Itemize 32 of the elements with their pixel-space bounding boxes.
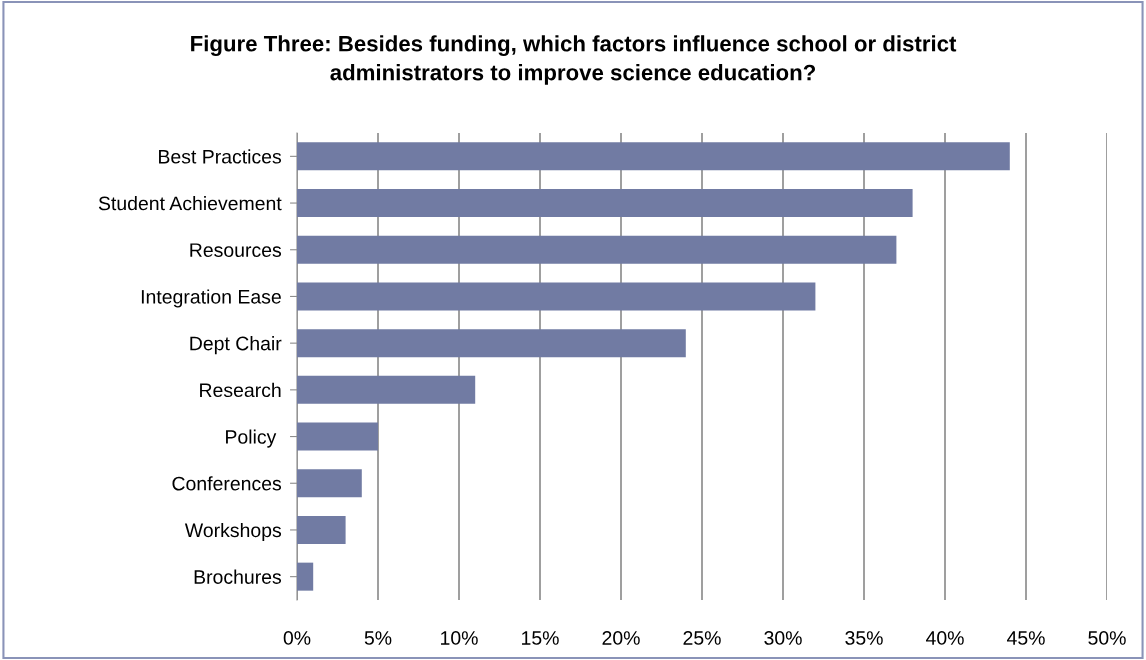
x-tick-label: 5% bbox=[364, 631, 392, 645]
y-tick-label: Research bbox=[200, 382, 281, 398]
y-tick-label: Conferences bbox=[172, 476, 282, 491]
y-tick-label: Integration Ease bbox=[141, 289, 281, 308]
bar bbox=[297, 142, 1010, 171]
bar bbox=[297, 469, 362, 498]
bar bbox=[297, 282, 816, 311]
bar bbox=[297, 329, 686, 358]
x-tick-label: 25% bbox=[683, 631, 721, 645]
x-tick-label: 35% bbox=[845, 631, 883, 645]
x-tick-label: 30% bbox=[764, 631, 802, 645]
y-tick-label: Best Practices bbox=[159, 149, 282, 164]
x-tick-label: 10% bbox=[441, 631, 478, 645]
bar bbox=[297, 189, 913, 218]
x-tick-label: 15% bbox=[522, 631, 559, 645]
bar bbox=[297, 515, 346, 544]
x-tick-label: 50% bbox=[1088, 631, 1126, 645]
y-tick-label: Resources bbox=[190, 243, 282, 257]
x-tick-label: 20% bbox=[602, 631, 640, 645]
x-tick-label: 0% bbox=[283, 631, 311, 645]
bar bbox=[297, 235, 897, 264]
bar bbox=[297, 562, 314, 591]
y-tick-label: Brochures bbox=[194, 569, 282, 584]
x-tick-label: 40% bbox=[925, 631, 964, 645]
y-tick-label: Student Achievement bbox=[98, 196, 282, 211]
chart-title: Figure Three: Besides funding, which factors influence school or district administrators to improve science education? bbox=[191, 35, 957, 85]
bar bbox=[297, 422, 378, 451]
bar bbox=[297, 375, 476, 404]
y-tick-label: Policy bbox=[226, 429, 277, 448]
y-tick-label: Dept Chair bbox=[190, 336, 282, 355]
y-tick-label: Workshops bbox=[184, 522, 282, 542]
x-tick-label: 45% bbox=[1006, 631, 1045, 645]
